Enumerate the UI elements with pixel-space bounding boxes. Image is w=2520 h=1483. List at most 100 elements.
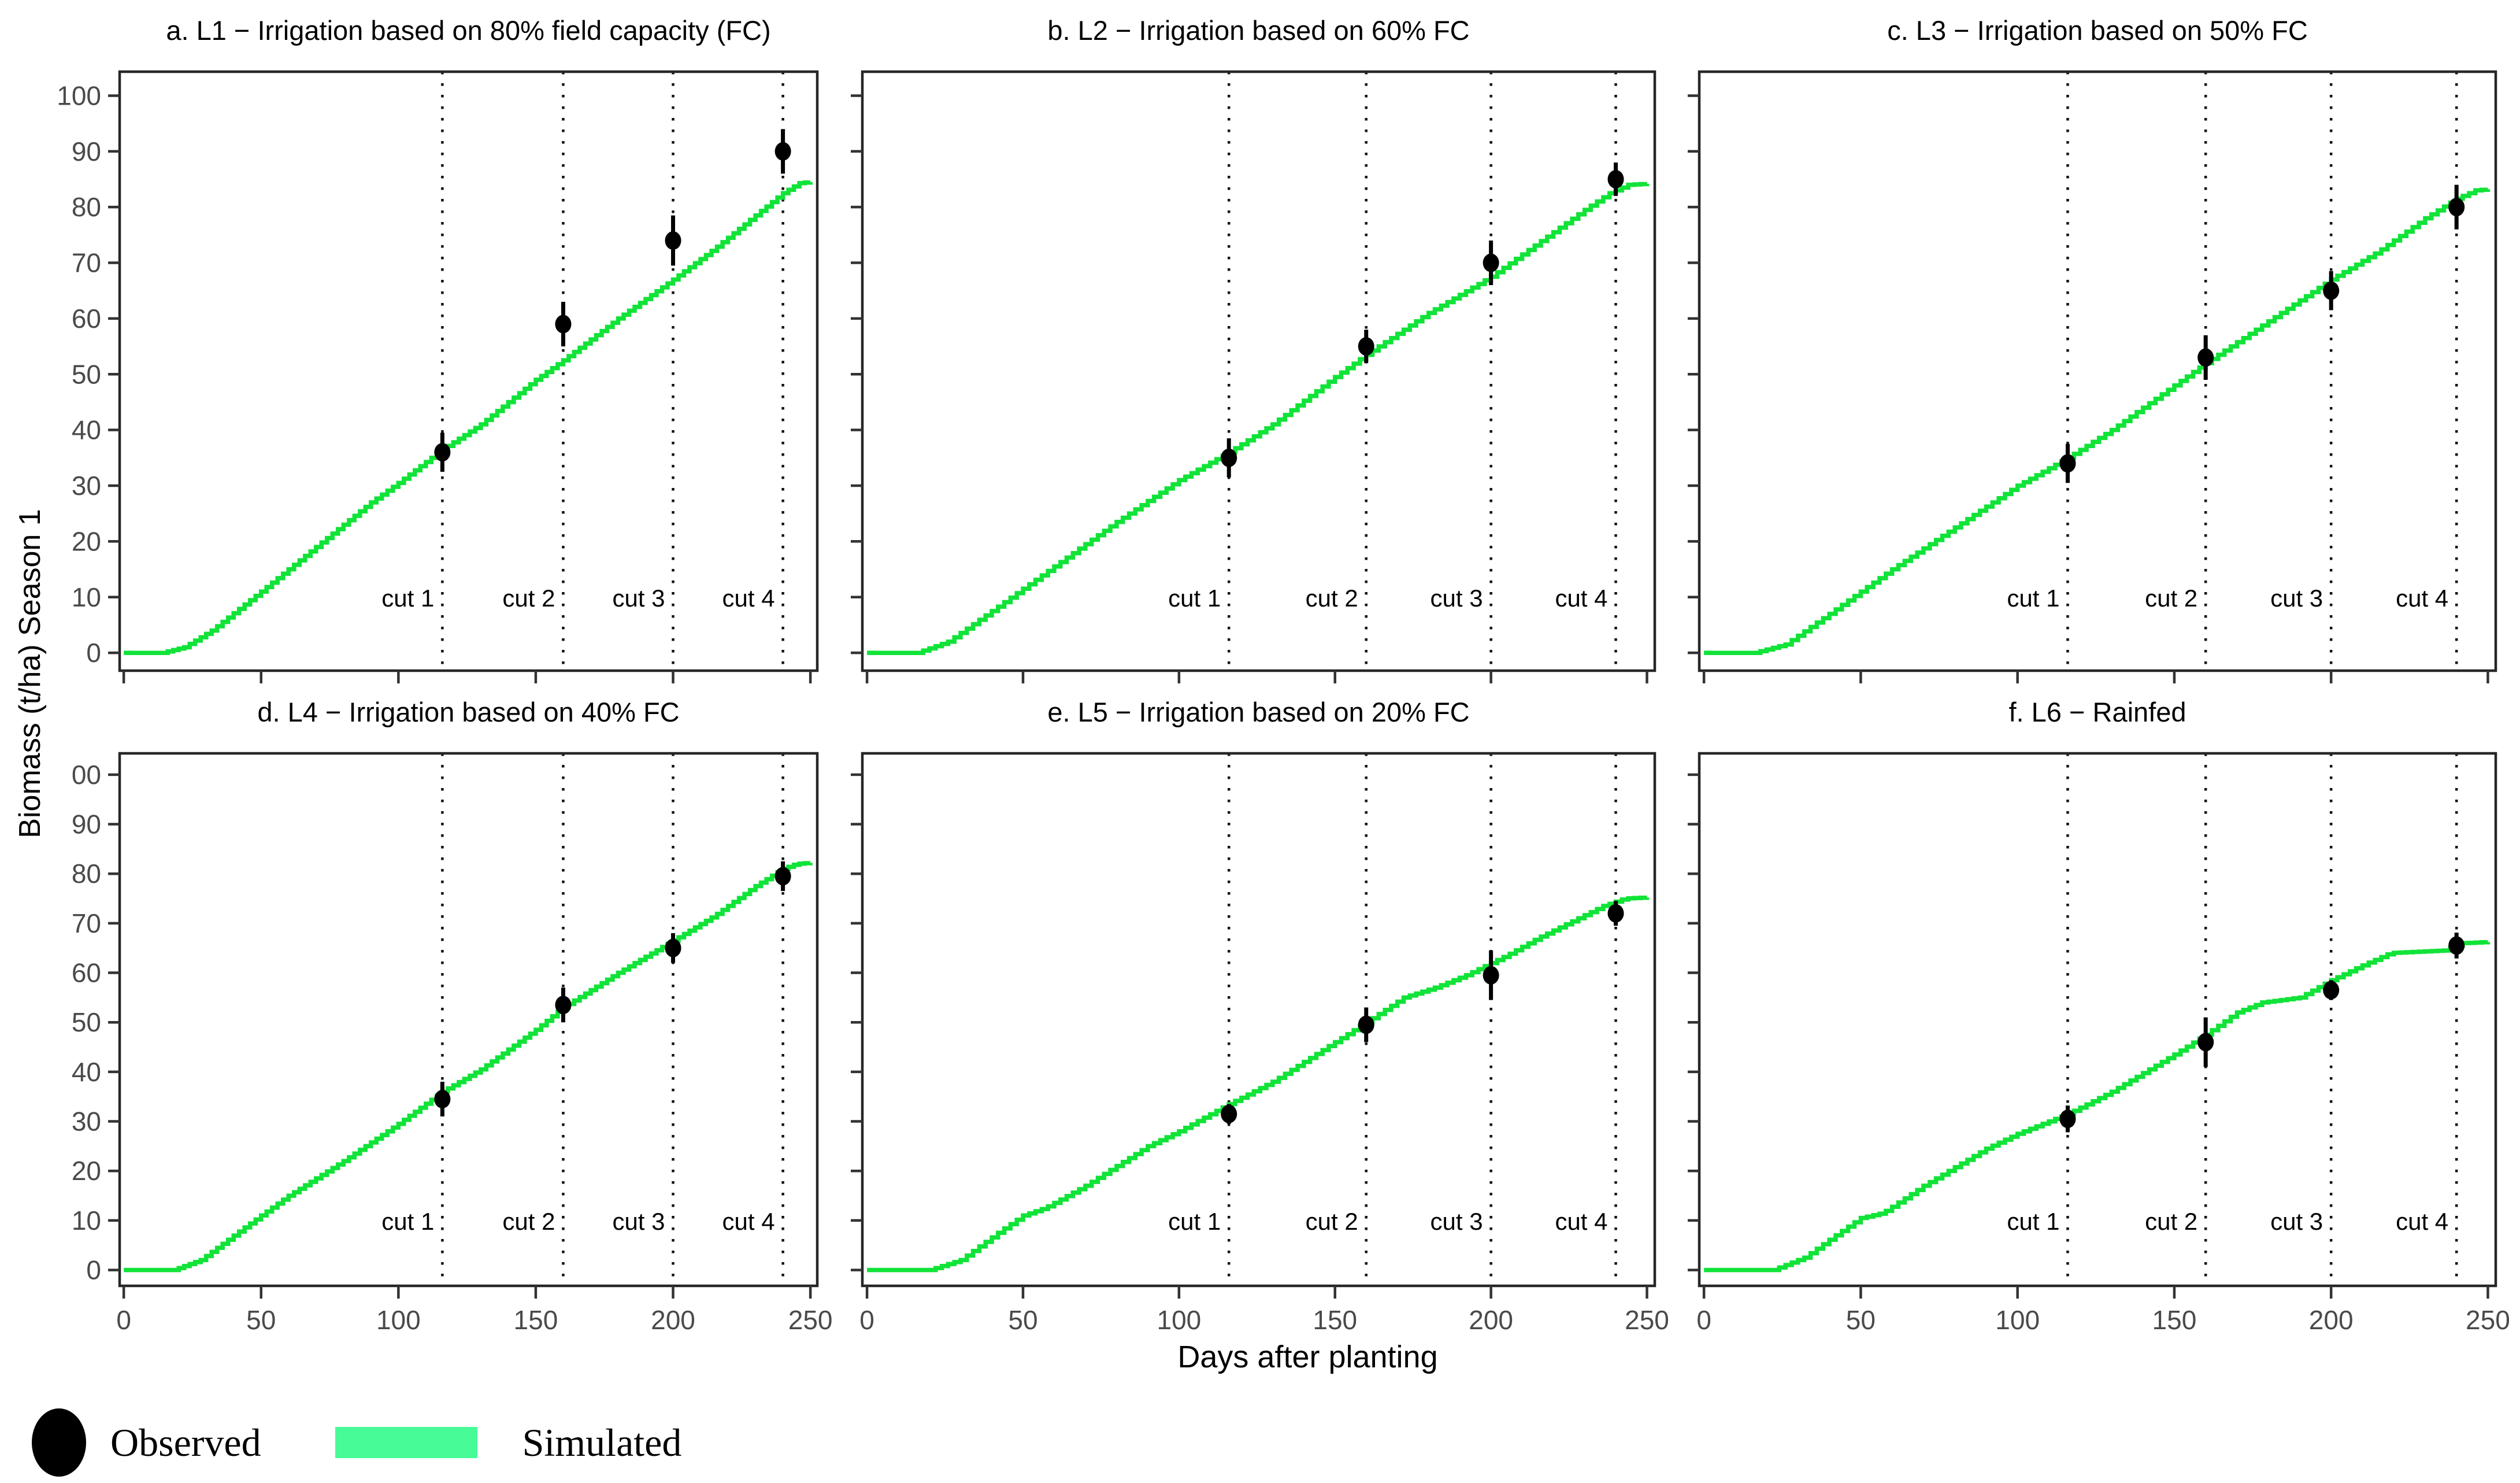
y-tick-label: 70 <box>72 908 101 938</box>
legend-simulated-label: Simulated <box>522 1420 682 1464</box>
observed-point <box>1221 1104 1237 1123</box>
legend: Observed Simulated <box>32 1402 681 1483</box>
y-tick-label: 20 <box>72 1156 101 1186</box>
panel-frame <box>861 70 1656 672</box>
cut-label-3: cut 3 <box>2270 1208 2323 1235</box>
x-tick-label: 200 <box>1469 1305 1513 1335</box>
panel-frame <box>1698 70 2497 672</box>
x-tick-label: 150 <box>2152 1305 2197 1335</box>
observed-point <box>434 1090 451 1109</box>
y-tick-label: 20 <box>72 526 101 556</box>
x-tick-label: 0 <box>116 1305 131 1335</box>
observed-point <box>2323 281 2340 300</box>
y-tick-label: 60 <box>72 304 101 334</box>
y-tick-label: 0 <box>86 638 101 668</box>
cut-label-2: cut 2 <box>2145 1208 2197 1235</box>
y-tick-label: 10 <box>72 1205 101 1236</box>
y-tick-label: 100 <box>57 80 101 110</box>
y-tick-label: 70 <box>72 248 101 278</box>
y-tick-label: 0 <box>86 1255 101 1285</box>
x-tick-label: 0 <box>859 1305 874 1335</box>
cut-label-3: cut 3 <box>612 1208 665 1235</box>
x-tick-label: 50 <box>1846 1305 1876 1335</box>
simulated-line <box>124 861 813 1273</box>
panel-b-title: b. L2 − Irrigation based on 60% FC <box>1047 15 1470 46</box>
panel-f-title: f. L6 − Rainfed <box>2008 697 2187 727</box>
cut-label-3: cut 3 <box>2270 585 2323 612</box>
observed-point <box>2448 198 2465 217</box>
x-tick-label: 250 <box>788 1305 833 1335</box>
panel-frame <box>118 70 819 672</box>
cut-label-4: cut 4 <box>2396 585 2448 612</box>
y-tick-label: 30 <box>72 1107 101 1137</box>
cut-label-2: cut 2 <box>1306 1208 1358 1235</box>
observed-point <box>1358 1015 1374 1034</box>
x-tick-label: 200 <box>2309 1305 2354 1335</box>
observed-point <box>1483 253 1499 272</box>
cut-label-2: cut 2 <box>502 585 555 612</box>
y-tick-label: 50 <box>72 1007 101 1037</box>
cut-label-4: cut 4 <box>1555 1208 1607 1235</box>
x-tick-label: 150 <box>1313 1305 1357 1335</box>
y-tick-label: 90 <box>72 809 101 839</box>
x-tick-label: 50 <box>246 1305 276 1335</box>
y-tick-label: 50 <box>72 359 101 389</box>
x-tick-label: 200 <box>651 1305 695 1335</box>
cut-label-3: cut 3 <box>1431 1208 1483 1235</box>
x-tick-label: 250 <box>1625 1305 1669 1335</box>
x-tick-label: 100 <box>376 1305 421 1335</box>
observed-point <box>2059 1110 2076 1129</box>
panel-d-plot: cut 1 cut 2 cut 3 cut 4 0 10 20 30 40 50 60 70 80 90 0… <box>72 752 833 1335</box>
observed-point <box>1607 169 1624 188</box>
panel-b-plot: cut 1 cut 2 cut 3 cut 4 <box>851 70 1656 683</box>
simulated-line <box>1704 940 2491 1273</box>
panel-c-plot: cut 1 cut 2 cut 3 cut 4 <box>1688 70 2497 683</box>
simulated-line-icon <box>335 1427 477 1458</box>
observed-point <box>434 443 451 462</box>
x-tick-label: 150 <box>514 1305 558 1335</box>
panel-f-plot: cut 1 cut 2 cut 3 cut 4 0 50 100 150 200 250 <box>1688 752 2510 1335</box>
y-tick-label: 10 <box>72 582 101 612</box>
y-tick-label: 60 <box>72 958 101 988</box>
observed-point <box>2197 348 2214 367</box>
cut-label-1: cut 1 <box>2007 1208 2059 1235</box>
panel-frame <box>1698 752 2497 1288</box>
observed-point <box>2448 936 2465 955</box>
x-tick-label: 100 <box>1157 1305 1201 1335</box>
cut-label-4: cut 4 <box>722 585 775 612</box>
cut-label-1: cut 1 <box>1168 1208 1221 1235</box>
cut-label-4: cut 4 <box>2396 1208 2448 1235</box>
x-axis-label: Days after planting <box>1177 1340 1438 1374</box>
y-tick-label: 40 <box>72 415 101 445</box>
y-tick-label: 80 <box>72 192 101 222</box>
panel-frame <box>861 752 1656 1288</box>
cut-label-3: cut 3 <box>612 585 665 612</box>
observed-point <box>774 867 791 886</box>
observed-point <box>2197 1033 2214 1052</box>
panel-e-plot: cut 1 cut 2 cut 3 cut 4 0 50 100 150 200 250 <box>851 752 1669 1335</box>
y-tick-label: 40 <box>72 1057 101 1087</box>
y-tick-label: 80 <box>72 859 101 889</box>
observed-point <box>1483 966 1499 985</box>
cut-label-1: cut 1 <box>1168 585 1221 612</box>
observed-point <box>1221 448 1237 467</box>
y-tick-label: 30 <box>72 471 101 501</box>
panel-e-title: e. L5 − Irrigation based on 20% FC <box>1047 697 1470 727</box>
panel-a-title: a. L1 − Irrigation based on 80% field ca… <box>166 15 771 46</box>
cut-label-1: cut 1 <box>2007 585 2059 612</box>
observed-point <box>555 315 572 334</box>
observed-point <box>774 142 791 161</box>
simulated-line <box>867 182 1650 655</box>
simulated-line <box>124 180 813 655</box>
cut-label-3: cut 3 <box>1431 585 1483 612</box>
observed-point <box>555 996 572 1015</box>
legend-observed-label: Observed <box>110 1420 261 1464</box>
cut-label-4: cut 4 <box>722 1208 775 1235</box>
simulated-line <box>1704 187 2491 655</box>
observed-point <box>2323 981 2340 1000</box>
panel-a-plot: cut 1 cut 2 cut 3 cut 4 0 10 20 30 40 50 60 70 80 90 1… <box>57 70 819 683</box>
cut-label-1: cut 1 <box>381 585 434 612</box>
panel-c-title: c. L3 − Irrigation based on 50% FC <box>1887 15 2308 46</box>
x-tick-label: 100 <box>1995 1305 2040 1335</box>
